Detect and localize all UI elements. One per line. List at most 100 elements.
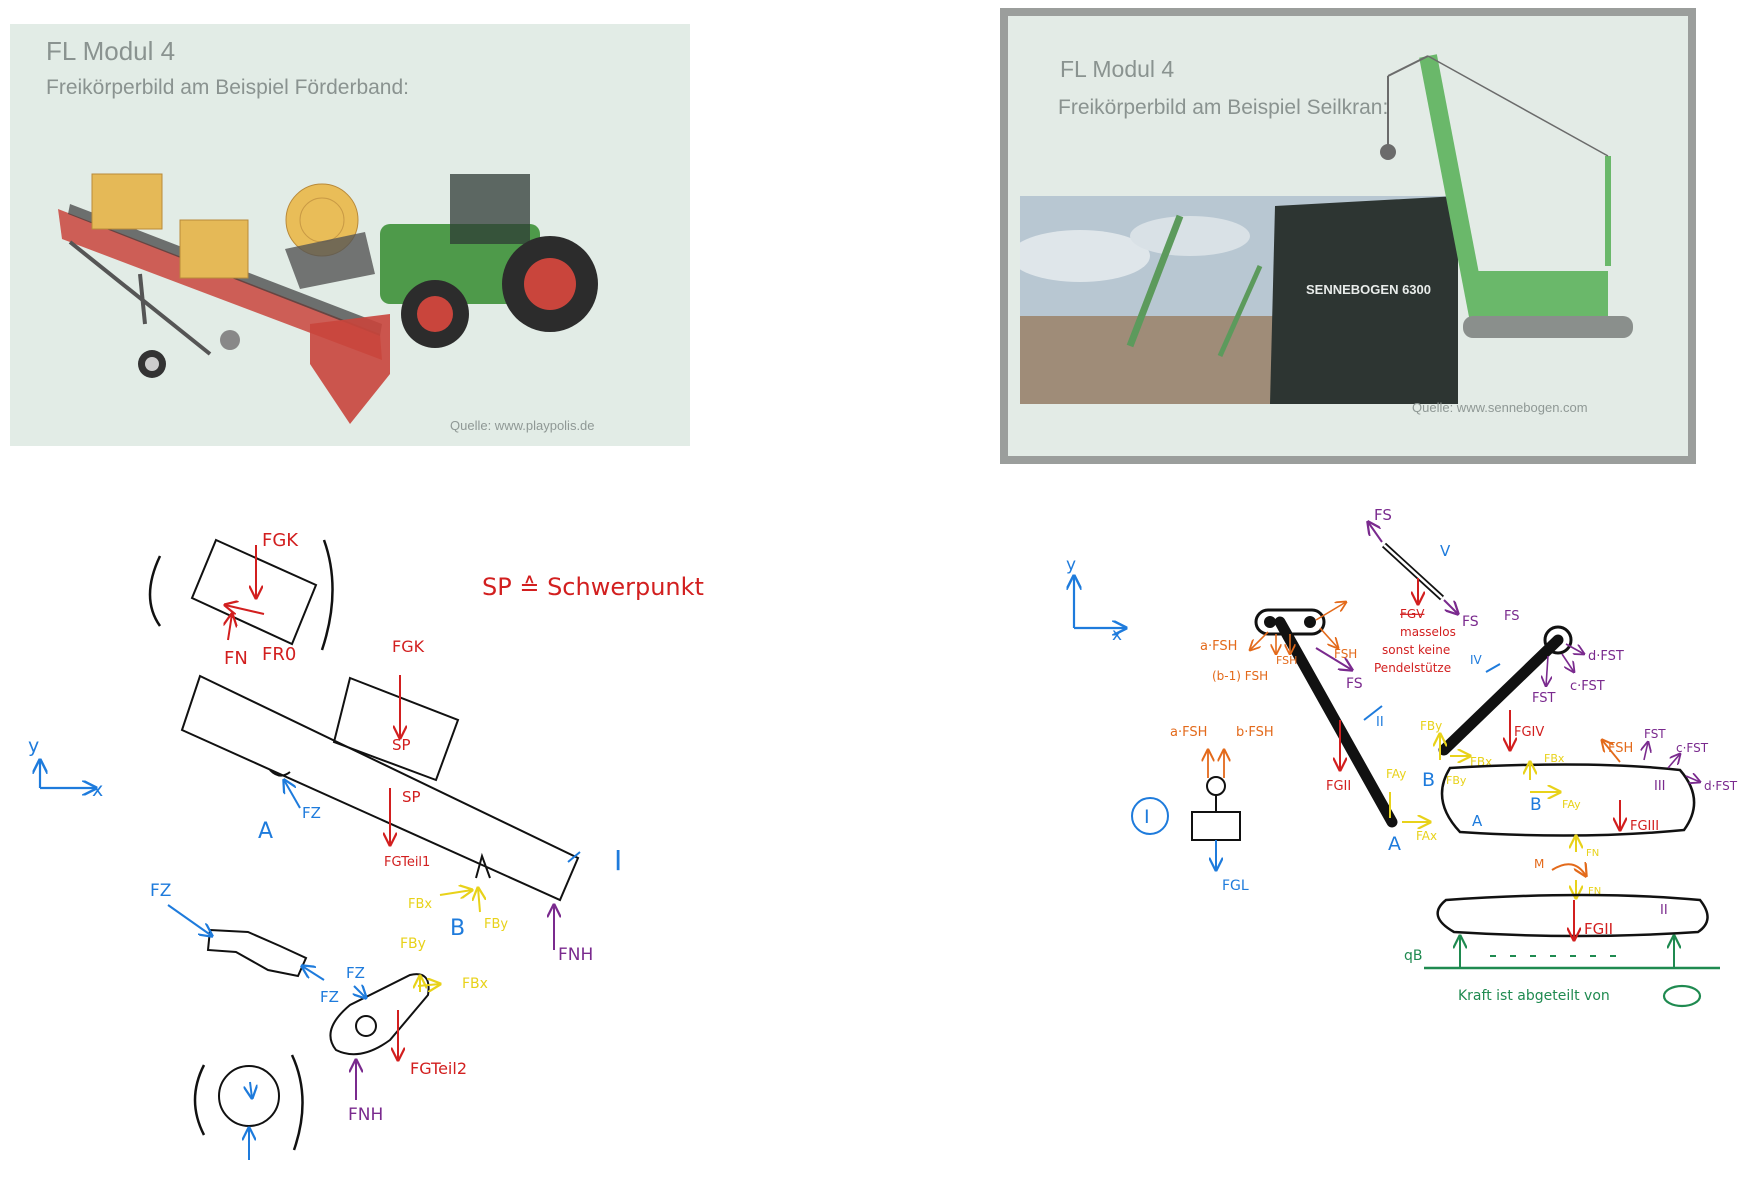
label-fz-b: FZ [320, 988, 339, 1006]
label-a: A [1388, 833, 1401, 855]
label-fay: FAy [1386, 767, 1406, 781]
force-arrow-cfst2 [1667, 754, 1680, 769]
force-arrow-fz-b [302, 966, 325, 981]
label-fs-right: FS [1462, 614, 1479, 630]
body-iii [1440, 763, 1696, 837]
pulley-iv-hub [1553, 635, 1563, 645]
label-m: M [1534, 857, 1544, 871]
pulley-iv [1543, 625, 1573, 655]
label-fbx2: FBx [462, 976, 488, 992]
label-fr0: FR0 [262, 644, 296, 665]
paren-right [320, 539, 334, 651]
label-fbx2: FBx [1544, 752, 1565, 765]
axis-y-label: y [1066, 555, 1076, 575]
body-ii [1436, 893, 1709, 938]
label-b: B [1422, 769, 1435, 791]
bale-on-belt [332, 676, 460, 782]
hook-load [1191, 811, 1241, 841]
part-i-circle [1131, 797, 1169, 835]
legend-sp: SP ≙ Schwerpunkt [482, 573, 704, 601]
conveyor-beam [180, 674, 580, 902]
note-masselos: masselos [1400, 625, 1456, 639]
label-fst1: FST [1532, 691, 1556, 706]
label-cfst: c·FST [1570, 679, 1605, 694]
label-fz1: FZ [302, 804, 321, 822]
label-fn: FN [224, 648, 248, 669]
label-cfst2: c·FST [1676, 741, 1709, 755]
part-iv-marker [1485, 663, 1501, 673]
label-part-iv: IV [1470, 653, 1483, 667]
part-i-marker [567, 851, 581, 863]
note-sonst: sonst keine [1382, 643, 1450, 657]
force-arrow-fs-left [1315, 647, 1352, 670]
label-afsh: a·FSH [1200, 639, 1237, 654]
label-fgk-top: FGK [262, 530, 299, 551]
label-fz-a: FZ [150, 881, 171, 901]
note-pendel: Pendelstütze [1374, 661, 1451, 675]
slide-subtitle: Freikörperbild am Beispiel Seilkran: [1058, 96, 1389, 119]
label-fgiv: FGIV [1514, 725, 1544, 740]
label-a2: A [1472, 812, 1483, 830]
rod-v-inner [1383, 544, 1443, 599]
wheel-force-top [250, 1081, 252, 1098]
label-fg-teil2: FGTeil2 [410, 1059, 467, 1078]
force-arrow-fsh-top [1315, 602, 1346, 621]
label-fsh3: FSH [1608, 741, 1633, 756]
force-arrow-fz-a [167, 904, 212, 936]
force-arrow-fbx2 [417, 984, 440, 986]
bale-box [190, 538, 318, 646]
label-b: B [450, 916, 465, 941]
label-fgl: FGL [1222, 878, 1249, 894]
wheel-paren-left [193, 1064, 206, 1136]
slide-subtitle: Freikörperbild am Beispiel Förderband: [46, 76, 409, 99]
label-fgiii: FGIII [1630, 819, 1659, 834]
label-fnh2: FNH [348, 1105, 383, 1125]
label-fsh1: FSH [1276, 654, 1297, 667]
label-part-ii: II [1376, 715, 1384, 730]
label-fgii-body: FGII [1584, 920, 1613, 938]
label-crossed: FGV [1400, 607, 1425, 621]
label-fs-c: FS [1504, 609, 1520, 624]
label-fs-top: FS [1374, 506, 1392, 524]
slide-foerderband: FL Modul 4 Freikörperbild am Beispiel Fö… [10, 24, 690, 446]
label-fby2: FBy [1446, 774, 1467, 787]
moment-arrow [1551, 864, 1586, 876]
force-arrow-fst2 [1644, 742, 1648, 761]
label-dfst: d·FST [1588, 649, 1624, 664]
label-part-i: I [614, 844, 622, 877]
paren-left [148, 555, 162, 627]
label-fay2: FAy [1562, 798, 1581, 811]
wheel [218, 1065, 280, 1127]
label-a: A [258, 819, 273, 844]
label-part-v: V [1440, 542, 1451, 560]
force-arrow-fz-c [354, 986, 366, 998]
force-arrow-afsh [1250, 631, 1269, 650]
label-dfst2: d·FST [1704, 779, 1738, 793]
label-fby: FBy [1420, 719, 1442, 733]
force-arrow-fsh2 [1319, 627, 1338, 648]
boom-ii [1274, 616, 1398, 828]
label-qb: qB [1404, 948, 1423, 964]
label-fg-teil1: FGTeil1 [384, 855, 430, 870]
force-arrow-fsh3 [1602, 740, 1621, 763]
hook-pulley [1206, 776, 1226, 796]
label-fst2: FST [1644, 727, 1666, 741]
label-b1fsh: (b-1) FSH [1212, 669, 1268, 683]
pulley-ii-a [1264, 616, 1276, 628]
kraft-note: Kraft ist abgeteilt von [1458, 988, 1610, 1004]
force-arrow-dfst2 [1685, 776, 1700, 782]
force-arrow-fn [228, 614, 232, 641]
axis-x-label: x [92, 779, 103, 801]
crane-photo: SENNEBOGEN 6300 [1020, 196, 1458, 404]
force-arrow-fz [284, 780, 301, 809]
label-fby2: FBy [400, 936, 426, 952]
label-fn1: FN [1586, 848, 1599, 859]
label-part-iii: III [1654, 779, 1666, 794]
photo-label: SENNEBOGEN 6300 [1306, 282, 1431, 297]
force-arrow-fr0 [225, 605, 265, 615]
conveyor-tractor-image [58, 173, 598, 424]
label-fax: FAx [1416, 829, 1437, 843]
force-arrow-fbx [439, 890, 472, 895]
